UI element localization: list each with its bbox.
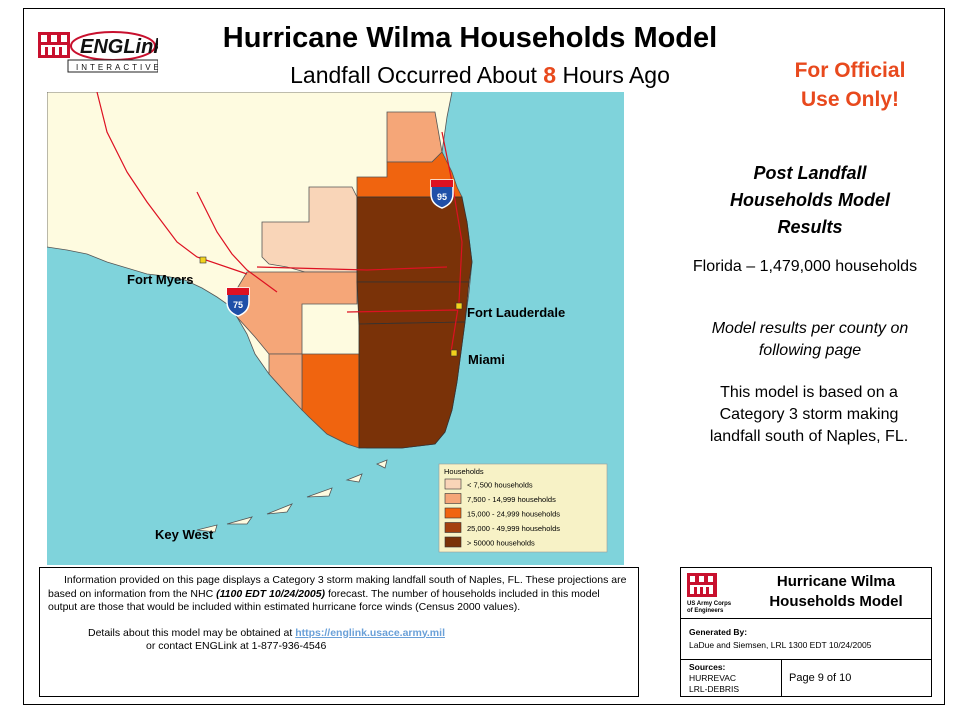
- model-note-line-1: Model results per county on: [711, 320, 909, 337]
- highway-line: [96, 92, 463, 353]
- generated-label: Generated By:: [689, 627, 748, 637]
- county-brown-dade: [358, 321, 466, 449]
- usace-logo: US Army Corps of Engineers: [687, 573, 732, 614]
- page-frame: [23, 8, 945, 705]
- results-title-line-2: Households Model: [729, 190, 890, 210]
- title-block: US Army Corps of Engineers Hurricane Wil…: [680, 567, 932, 697]
- city-label-fort-lauderdale: Fort Lauderdale: [467, 305, 565, 320]
- florida-total: Florida – 1,479,000 households: [692, 258, 918, 275]
- results-title-line-3: Results: [777, 217, 843, 237]
- generated-by: Generated By: LaDue and Siemsen, LRL 130…: [681, 619, 931, 660]
- legend-label: > 50000 households: [467, 539, 535, 548]
- official-line-1: For Official: [794, 59, 906, 82]
- info-contact: or contact ENGLink at 1-877-936-4546: [146, 640, 327, 652]
- legend-label: < 7,500 households: [467, 481, 533, 490]
- source-2: LRL-DEBRIS: [689, 684, 740, 694]
- county-light-sw: [268, 353, 303, 412]
- legend-label: 7,500 - 14,999 households: [467, 495, 556, 504]
- englink-link[interactable]: https://englink.usace.army.mil: [295, 626, 445, 639]
- sources-label: Sources:: [689, 662, 726, 672]
- fort-lauderdale-marker: [455, 302, 463, 310]
- info-details-text: Details about this model may be obtained…: [88, 626, 296, 639]
- legend-title: Households: [444, 467, 484, 476]
- model-note: Model results per county on following pa…: [680, 318, 940, 362]
- interstate-95-label: 95: [437, 192, 447, 202]
- logo-text: ENGLink: [80, 36, 158, 58]
- title-block-name-2: Households Model: [769, 593, 903, 610]
- basis-line-3: landfall south of Naples, FL.: [709, 428, 909, 445]
- florida-map: 95 75 Fort Myers Fort Lauderdale Miami K…: [47, 92, 624, 565]
- miami-marker: [450, 349, 458, 357]
- info-details: Details about this model may be obtained…: [48, 627, 630, 641]
- county-mid-1: [386, 111, 443, 163]
- model-basis: This model is based on a Category 3 stor…: [678, 382, 940, 448]
- info-box: Information provided on this page displa…: [39, 567, 639, 697]
- legend-label: 25,000 - 49,999 households: [467, 524, 560, 533]
- subtitle-hours: 8: [543, 62, 557, 88]
- legend-swatch: [444, 493, 462, 504]
- city-label-key-west: Key West: [155, 527, 214, 542]
- county-brown-broward: [356, 281, 470, 325]
- legend-swatch: [444, 536, 462, 548]
- interstate-75-label: 75: [233, 300, 243, 310]
- official-use-notice: For Official Use Only!: [760, 56, 940, 114]
- map-legend: Households < 7,500 households 7,500 - 14,…: [438, 463, 608, 553]
- legend-swatch: [444, 478, 462, 490]
- englink-logo: ENGLink INTERACTIVE: [38, 31, 158, 73]
- logo-subtext: INTERACTIVE: [76, 63, 158, 72]
- title-block-name: Hurricane Wilma Households Model: [743, 572, 929, 612]
- subtitle-suffix: Hours Ago: [556, 62, 670, 88]
- source-1: HURREVAC: [689, 673, 737, 683]
- legend-swatch: [444, 522, 462, 533]
- info-text-a: Information provided on this page displa…: [48, 574, 627, 600]
- usace-text-1: US Army Corps: [687, 601, 732, 607]
- legend-label: 15,000 - 24,999 households: [467, 510, 560, 519]
- interstate-95-shield: 95: [430, 179, 454, 209]
- city-label-fort-myers: Fort Myers: [127, 272, 193, 287]
- basis-line-2: Category 3 storm making: [719, 406, 899, 423]
- fort-myers-marker: [199, 256, 207, 264]
- title-block-header: US Army Corps of Engineers Hurricane Wil…: [681, 568, 931, 619]
- official-line-2: Use Only!: [800, 88, 900, 111]
- info-paragraph: Information provided on this page displa…: [48, 574, 630, 615]
- info-forecast-time: (1100 EDT 10/24/2005): [216, 587, 326, 600]
- legend-swatch: [444, 507, 462, 519]
- interstate-75-shield: 75: [226, 287, 250, 317]
- title-block-name-1: Hurricane Wilma: [776, 573, 896, 590]
- generated-value: LaDue and Siemsen, LRL 1300 EDT 10/24/20…: [689, 640, 872, 650]
- subtitle-prefix: Landfall Occurred About: [290, 62, 544, 88]
- page-title: Hurricane Wilma Households Model: [222, 22, 718, 54]
- page-subtitle: Landfall Occurred About 8 Hours Ago: [170, 62, 790, 89]
- city-label-miami: Miami: [468, 352, 505, 367]
- basis-line-1: This model is based on a: [720, 384, 898, 401]
- usace-text-2: of Engineers: [687, 608, 724, 614]
- model-note-line-2: following page: [758, 342, 862, 359]
- results-title-line-1: Post Landfall: [753, 163, 867, 183]
- results-title: Post Landfall Households Model Results: [700, 160, 920, 241]
- florida-keys: [196, 459, 388, 533]
- info-text-b: forecast. The number of households inclu…: [48, 587, 600, 614]
- sources: Sources: HURREVAC LRL-DEBRIS Page 9 of 1…: [681, 660, 931, 696]
- page-number: Page 9 of 10: [789, 672, 852, 684]
